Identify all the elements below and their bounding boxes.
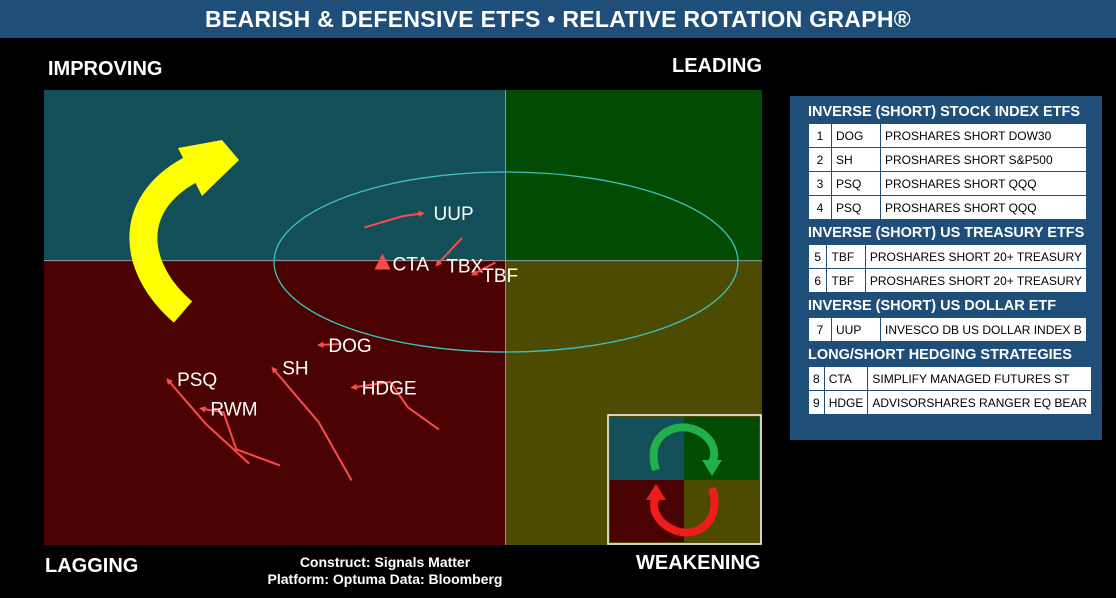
series-psq: PSQ <box>166 370 250 465</box>
legend-row-number: 3 <box>808 171 832 196</box>
series-hdge: HDGE <box>350 379 440 431</box>
quadrant-label-improving: IMPROVING <box>48 58 163 80</box>
legend-row-name: PROSHARES SHORT QQQ <box>880 171 1087 196</box>
legend-row-ticker: PSQ <box>831 171 881 196</box>
tail-line-tbf <box>471 261 496 276</box>
tail-line-uup <box>364 210 425 229</box>
legend-row: 8 CTA SIMPLIFY MANAGED FUTURES ST <box>808 366 1093 391</box>
legend-table: 5 TBF PROSHARES SHORT 20+ TREASURY 6 TBF PRO… <box>807 244 1088 293</box>
tail-line-rwm <box>199 406 281 467</box>
quadrant-improving <box>44 90 506 261</box>
series-label: TBX <box>446 256 483 277</box>
tail-line-psq <box>166 378 250 465</box>
legend-row-ticker: TBF <box>826 268 866 293</box>
series-label: TBF <box>482 266 518 287</box>
legend-row-name: PROSHARES SHORT QQQ <box>880 195 1087 220</box>
legend-row: 1 DOG PROSHARES SHORT DOW30 <box>808 123 1087 148</box>
legend-section: LONG/SHORT HEDGING STRATEGIES 8 CTA SIMPLI… <box>808 347 1096 415</box>
legend-section: INVERSE (SHORT) US DOLLAR ETF 7 UUP INVESC… <box>808 298 1096 342</box>
series-label: HDGE <box>362 379 417 400</box>
rotation-key <box>607 414 762 545</box>
legend-row-name: PROSHARES SHORT 20+ TREASURY <box>864 268 1088 293</box>
quadrant-label-weakening: WEAKENING <box>636 552 761 574</box>
series-label: CTA <box>392 254 429 275</box>
legend-section: INVERSE (SHORT) US TREASURY ETFS 5 TBF PRO… <box>807 225 1096 293</box>
legend-section-title: INVERSE (SHORT) US DOLLAR ETF <box>808 298 1057 314</box>
series-label: SH <box>282 359 308 380</box>
legend-row-name: ADVISORSHARES RANGER EQ BEAR <box>867 390 1093 415</box>
series-sh: SH <box>271 359 353 481</box>
legend-row: 9 HDGE ADVISORSHARES RANGER EQ BEAR <box>808 390 1093 415</box>
legend-row-ticker: TBF <box>826 244 866 269</box>
series-uup: UUP <box>364 204 474 229</box>
legend-table: 7 UUP INVESCO DB US DOLLAR INDEX B <box>808 317 1087 342</box>
quadrant-leading <box>505 90 762 261</box>
legend-row-name: SIMPLIFY MANAGED FUTURES ST <box>867 366 1093 391</box>
legend-row-name: INVESCO DB US DOLLAR INDEX B <box>880 317 1087 342</box>
tail-head-cta <box>374 253 391 270</box>
legend-row-number: 8 <box>808 366 825 391</box>
legend-row-number: 2 <box>808 147 832 172</box>
series-label: DOG <box>328 336 371 357</box>
legend-row: 7 UUP INVESCO DB US DOLLAR INDEX B <box>808 317 1087 342</box>
legend-table: 1 DOG PROSHARES SHORT DOW30 2 SH PROSHARES S… <box>808 123 1087 220</box>
legend-section-title: LONG/SHORT HEDGING STRATEGIES <box>808 347 1072 363</box>
legend-row-number: 9 <box>808 390 825 415</box>
legend-row-ticker: PSQ <box>831 195 881 220</box>
legend-row-name: PROSHARES SHORT S&P500 <box>880 147 1087 172</box>
series-dog: DOG <box>317 336 372 357</box>
series-rwm: RWM <box>199 400 281 467</box>
quadrant-label-lagging: LAGGING <box>45 555 139 577</box>
legend-row-name: PROSHARES SHORT 20+ TREASURY <box>864 244 1088 269</box>
legend-row-number: 1 <box>808 123 832 148</box>
legend-section-title: INVERSE (SHORT) STOCK INDEX ETFS <box>808 104 1081 120</box>
legend-row: 6 TBF PROSHARES SHORT 20+ TREASURY <box>807 268 1088 293</box>
legend-row-number: 4 <box>808 195 832 220</box>
tail-line-hdge <box>350 381 440 431</box>
legend-row-ticker: UUP <box>831 317 881 342</box>
legend-panel: INVERSE (SHORT) STOCK INDEX ETFS 1 DOG PRO… <box>790 96 1102 440</box>
legend-section-title: INVERSE (SHORT) US TREASURY ETFS <box>808 225 1085 241</box>
quadrant-label-leading: LEADING <box>672 55 762 77</box>
legend-row: 5 TBF PROSHARES SHORT 20+ TREASURY <box>807 244 1088 269</box>
credit-construct: Construct: Signals Matter <box>299 554 471 570</box>
series-label: RWM <box>210 400 257 421</box>
legend-section: INVERSE (SHORT) STOCK INDEX ETFS 1 DOG PRO… <box>808 104 1096 220</box>
legend-row: 2 SH PROSHARES SHORT S&P500 <box>808 147 1087 172</box>
tail-line-tbx <box>435 237 463 267</box>
legend-table: 8 CTA SIMPLIFY MANAGED FUTURES ST 9 HDGE ADV… <box>808 366 1093 415</box>
chart-title: BEARISH & DEFENSIVE ETFS • RELATIVE ROTA… <box>0 0 1116 38</box>
legend-row-number: 6 <box>807 268 828 293</box>
focus-ellipse <box>273 171 739 353</box>
legend-row-name: PROSHARES SHORT DOW30 <box>880 123 1087 148</box>
legend-row: 3 PSQ PROSHARES SHORT QQQ <box>808 171 1087 196</box>
legend-row-ticker: HDGE <box>823 390 869 415</box>
legend-row-ticker: DOG <box>831 123 881 148</box>
legend-row-ticker: SH <box>831 147 881 172</box>
tail-line-sh <box>271 366 353 481</box>
credit-platform: Platform: Optuma Data: Bloomberg <box>267 571 503 587</box>
series-cta: CTA <box>374 253 429 275</box>
series-label: UUP <box>434 204 474 225</box>
tail-line-dog <box>317 341 342 348</box>
quadrant-lagging <box>44 260 506 545</box>
rotation-arrow <box>129 140 239 323</box>
series-label: PSQ <box>177 370 217 391</box>
legend-row-ticker: CTA <box>823 366 869 391</box>
legend-row-number: 7 <box>808 317 832 342</box>
legend-row: 4 PSQ PROSHARES SHORT QQQ <box>808 195 1087 220</box>
chart-credits: Construct: Signals Matter Platform: Optu… <box>230 554 540 588</box>
legend-row-number: 5 <box>807 244 828 269</box>
series-tbf: TBF <box>471 261 518 287</box>
